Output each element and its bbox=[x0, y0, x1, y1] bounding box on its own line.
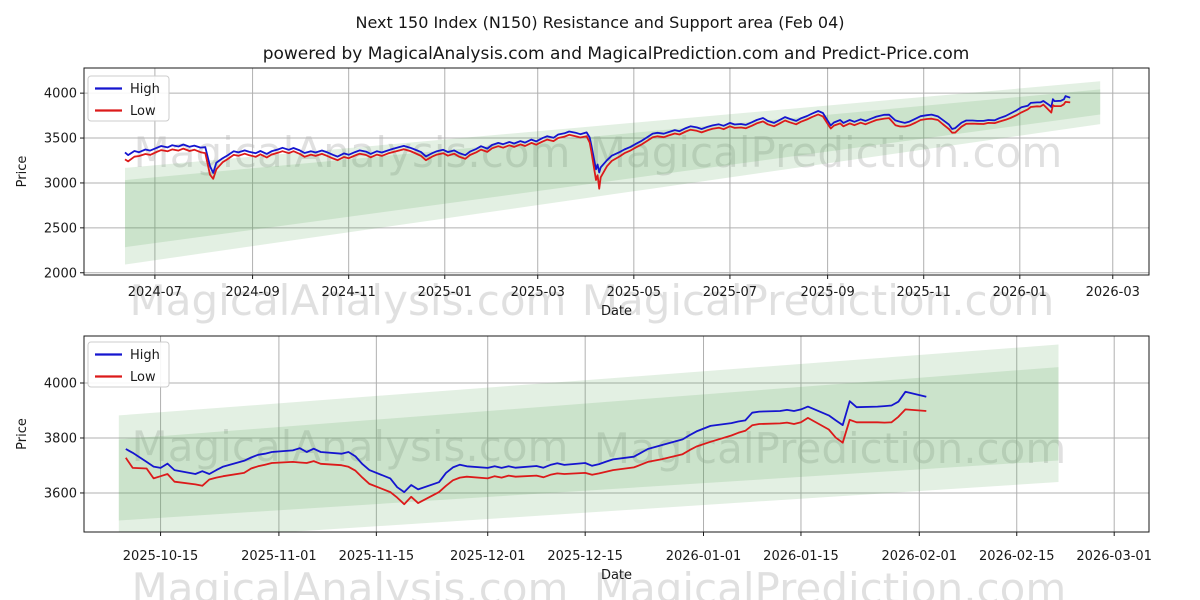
plot-border bbox=[83, 335, 1150, 533]
resistance-band bbox=[118, 344, 1059, 521]
x-tick-label: 2025-11-15 bbox=[339, 549, 415, 564]
x-tick-label: 2026-02-15 bbox=[979, 549, 1055, 564]
x-tick-label: 2025-09 bbox=[800, 285, 854, 300]
x-tick-label: 2025-12-15 bbox=[547, 549, 623, 564]
low-line bbox=[125, 408, 927, 506]
full-history-chart: 2024-07 2024-09 2024-11 2025-01 2025-03 2025-… bbox=[15, 67, 1150, 319]
x-tick-label: 2025-07 bbox=[703, 285, 757, 300]
y-tick-label: 2500 bbox=[44, 221, 77, 236]
x-tick-label: 2025-03 bbox=[511, 285, 565, 300]
x-tick-label: 2024-11 bbox=[322, 285, 376, 300]
grid bbox=[84, 336, 1149, 532]
resistance-band bbox=[125, 81, 1101, 248]
x-tick-label: 2025-05 bbox=[607, 285, 661, 300]
y-tick-label: 3600 bbox=[44, 486, 77, 501]
x-tick-label: 2024-09 bbox=[225, 285, 279, 300]
bands bbox=[118, 344, 1059, 532]
y-tick-label: 4000 bbox=[44, 377, 77, 392]
x-axis-label: Date bbox=[601, 568, 632, 583]
grid bbox=[84, 68, 1149, 275]
y-tick-label: 2000 bbox=[44, 266, 77, 281]
support-band bbox=[125, 89, 1101, 265]
x-tick-label: 2026-03-01 bbox=[1076, 549, 1152, 564]
legend-label-high: High bbox=[130, 348, 160, 363]
x-tick-label: 2026-03 bbox=[1086, 285, 1140, 300]
legend: High Low bbox=[87, 75, 170, 122]
x-tick-label: 2026-01-15 bbox=[763, 549, 839, 564]
x-tick-label: 2025-01 bbox=[418, 285, 472, 300]
high-line bbox=[125, 390, 927, 493]
support-band bbox=[118, 367, 1059, 532]
legend-label-low: Low bbox=[130, 104, 156, 119]
x-tick-label: 2025-12-01 bbox=[450, 549, 526, 564]
bands bbox=[125, 81, 1101, 265]
y-tick-label: 3800 bbox=[44, 431, 77, 446]
x-tick-label: 2025-11 bbox=[897, 285, 951, 300]
high-line bbox=[124, 95, 1071, 174]
figure-subtitle: powered by MagicalAnalysis.com and Magic… bbox=[262, 44, 970, 64]
x-tick-label: 2026-01-01 bbox=[666, 549, 742, 564]
x-tick-label: 2025-10-15 bbox=[123, 549, 199, 564]
y-tick-label: 3500 bbox=[44, 132, 77, 147]
plot-border bbox=[83, 67, 1150, 276]
legend-label-high: High bbox=[130, 82, 160, 97]
y-axis-label: Price bbox=[15, 156, 30, 188]
y-axis-label: Price bbox=[15, 418, 30, 450]
x-tick-label: 2026-02-01 bbox=[882, 549, 958, 564]
x-tick-label: 2024-07 bbox=[128, 285, 182, 300]
y-tick-label: 3000 bbox=[44, 176, 77, 191]
figure-title: Next 150 Index (N150) Resistance and Sup… bbox=[355, 13, 845, 32]
low-line bbox=[124, 101, 1071, 190]
legend-label-low: Low bbox=[130, 370, 156, 385]
legend: High Low bbox=[87, 341, 170, 388]
y-tick-label: 4000 bbox=[44, 87, 77, 102]
x-tick-label: 2026-01 bbox=[993, 285, 1047, 300]
x-axis-label: Date bbox=[601, 304, 632, 319]
x-tick-label: 2025-11-01 bbox=[241, 549, 317, 564]
recent-zoom-chart: 2025-10-15 2025-11-01 2025-11-15 2025-12-01… bbox=[15, 335, 1152, 583]
